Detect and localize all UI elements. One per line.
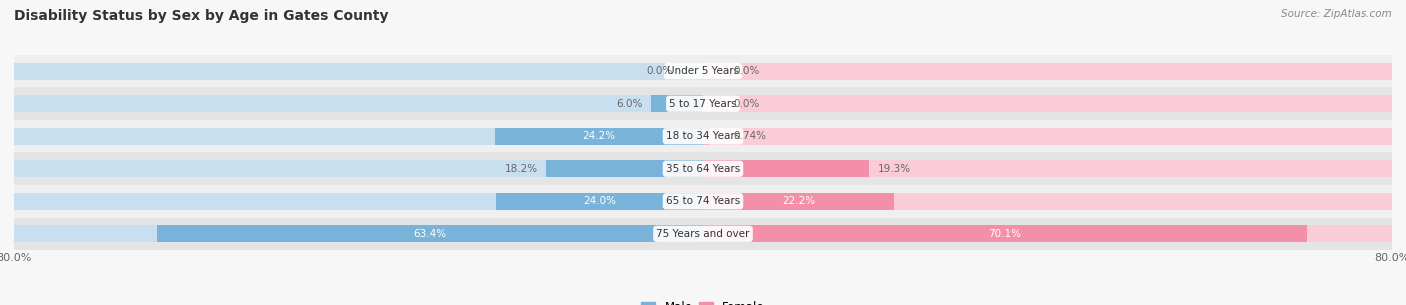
Text: 19.3%: 19.3% <box>877 164 911 174</box>
Bar <box>14 225 703 242</box>
Bar <box>703 193 1392 210</box>
Text: 18 to 34 Years: 18 to 34 Years <box>666 131 740 141</box>
Text: Under 5 Years: Under 5 Years <box>666 66 740 76</box>
Bar <box>703 225 1306 242</box>
Text: 18.2%: 18.2% <box>505 164 537 174</box>
Bar <box>14 128 703 145</box>
Text: 0.0%: 0.0% <box>733 66 759 76</box>
Bar <box>14 160 703 177</box>
Bar <box>14 185 1392 217</box>
Bar <box>651 95 703 112</box>
Text: Source: ZipAtlas.com: Source: ZipAtlas.com <box>1281 9 1392 19</box>
Bar <box>547 160 703 177</box>
Legend: Male, Female: Male, Female <box>637 296 769 305</box>
Bar <box>703 95 1392 112</box>
Bar <box>703 225 1392 242</box>
Bar <box>14 63 703 80</box>
Bar <box>157 225 703 242</box>
Bar <box>703 160 1392 177</box>
Bar <box>495 128 703 145</box>
Text: 65 to 74 Years: 65 to 74 Years <box>666 196 740 206</box>
Bar <box>496 193 703 210</box>
Text: 6.0%: 6.0% <box>616 99 643 109</box>
Bar <box>703 160 869 177</box>
Bar <box>14 152 1392 185</box>
Bar <box>14 88 1392 120</box>
Bar <box>703 63 1392 80</box>
Bar <box>703 193 894 210</box>
Text: 0.0%: 0.0% <box>647 66 673 76</box>
Bar <box>14 217 1392 250</box>
Text: 75 Years and over: 75 Years and over <box>657 229 749 239</box>
Text: 5 to 17 Years: 5 to 17 Years <box>669 99 737 109</box>
Text: 24.2%: 24.2% <box>582 131 616 141</box>
Text: 0.74%: 0.74% <box>733 131 766 141</box>
Bar <box>14 193 703 210</box>
Text: 63.4%: 63.4% <box>413 229 447 239</box>
Text: 0.0%: 0.0% <box>733 99 759 109</box>
Bar <box>14 120 1392 152</box>
Text: 70.1%: 70.1% <box>988 229 1021 239</box>
Bar <box>703 128 1392 145</box>
Text: 22.2%: 22.2% <box>782 196 815 206</box>
Bar <box>14 95 703 112</box>
Text: Disability Status by Sex by Age in Gates County: Disability Status by Sex by Age in Gates… <box>14 9 388 23</box>
Bar <box>703 128 710 145</box>
Bar <box>14 55 1392 88</box>
Text: 35 to 64 Years: 35 to 64 Years <box>666 164 740 174</box>
Text: 24.0%: 24.0% <box>583 196 616 206</box>
